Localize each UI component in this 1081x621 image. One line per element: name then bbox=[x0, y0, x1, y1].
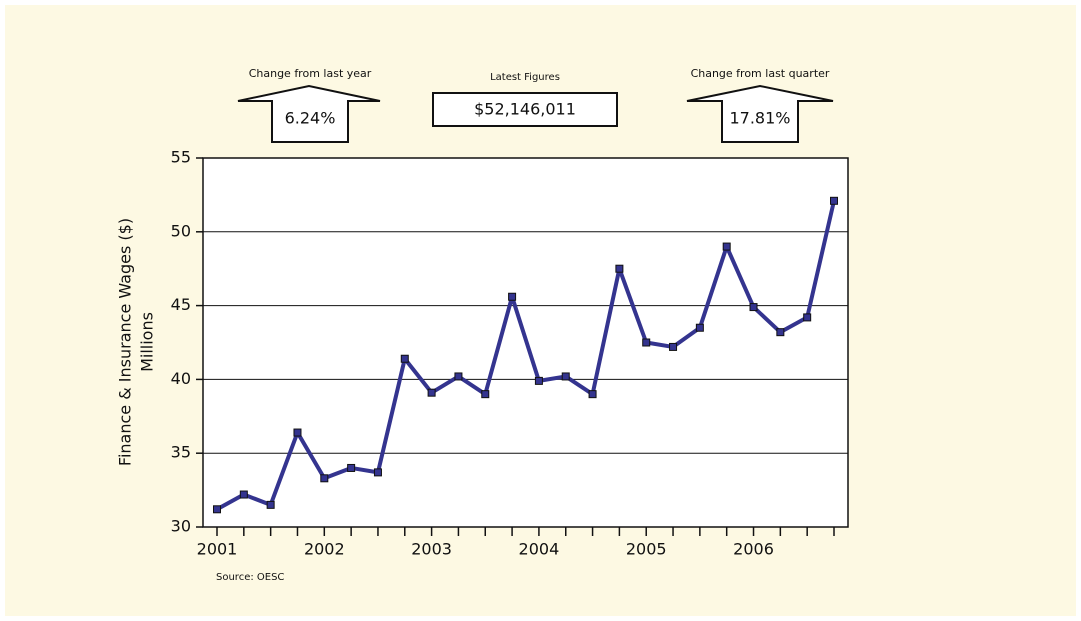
marker bbox=[347, 463, 356, 472]
up-arrow bbox=[237, 84, 381, 143]
marker bbox=[669, 342, 678, 351]
indicator-value: $52,146,011 bbox=[474, 100, 576, 119]
y-tick-label: 55 bbox=[171, 148, 191, 167]
marker bbox=[695, 323, 704, 332]
marker bbox=[427, 388, 436, 397]
marker bbox=[400, 354, 409, 363]
marker bbox=[561, 372, 570, 381]
y-tick-label: 45 bbox=[171, 295, 191, 314]
plot-border bbox=[202, 157, 849, 528]
marker bbox=[293, 428, 302, 437]
y-axis-label: Finance & Insurance Wages ($) Millions bbox=[116, 218, 157, 466]
marker bbox=[373, 468, 382, 477]
marker bbox=[320, 474, 329, 483]
marker bbox=[776, 328, 785, 337]
indicator-label: Change from last quarter bbox=[691, 67, 830, 80]
x-tick-label: 2006 bbox=[733, 540, 774, 559]
indicator-value: 17.81% bbox=[729, 109, 790, 128]
y-tick-label: 50 bbox=[171, 221, 191, 240]
y-axis-label-line: Finance & Insurance Wages ($) bbox=[116, 218, 135, 466]
x-tick-label: 2002 bbox=[304, 540, 345, 559]
marker bbox=[239, 490, 248, 499]
marker bbox=[481, 390, 490, 399]
y-tick-label: 30 bbox=[171, 517, 191, 536]
marker bbox=[830, 196, 838, 205]
y-tick-label: 40 bbox=[171, 369, 191, 388]
source: Source: OESC bbox=[216, 572, 284, 583]
y-tick-label: 35 bbox=[171, 443, 191, 462]
marker bbox=[454, 372, 463, 381]
x-tick-label: 2005 bbox=[626, 540, 667, 559]
line bbox=[216, 200, 836, 512]
marker bbox=[508, 292, 517, 301]
marker bbox=[722, 242, 731, 251]
figure-box bbox=[432, 92, 618, 127]
marker bbox=[642, 338, 651, 347]
marker bbox=[213, 505, 221, 514]
indicator-label: Change from last year bbox=[249, 67, 372, 80]
marker bbox=[588, 390, 597, 399]
indicator-label: Latest Figures bbox=[490, 72, 560, 83]
x-tick-label: 2004 bbox=[519, 540, 560, 559]
y-axis-label-line: Millions bbox=[138, 312, 157, 372]
marker bbox=[534, 376, 543, 385]
marker bbox=[266, 500, 275, 509]
up-arrow bbox=[686, 84, 834, 143]
indicator-value: 6.24% bbox=[285, 109, 336, 128]
marker bbox=[803, 313, 812, 322]
x-tick-label: 2001 bbox=[197, 540, 238, 559]
marker bbox=[749, 303, 758, 312]
marker bbox=[615, 264, 624, 273]
x-tick-label: 2003 bbox=[411, 540, 452, 559]
